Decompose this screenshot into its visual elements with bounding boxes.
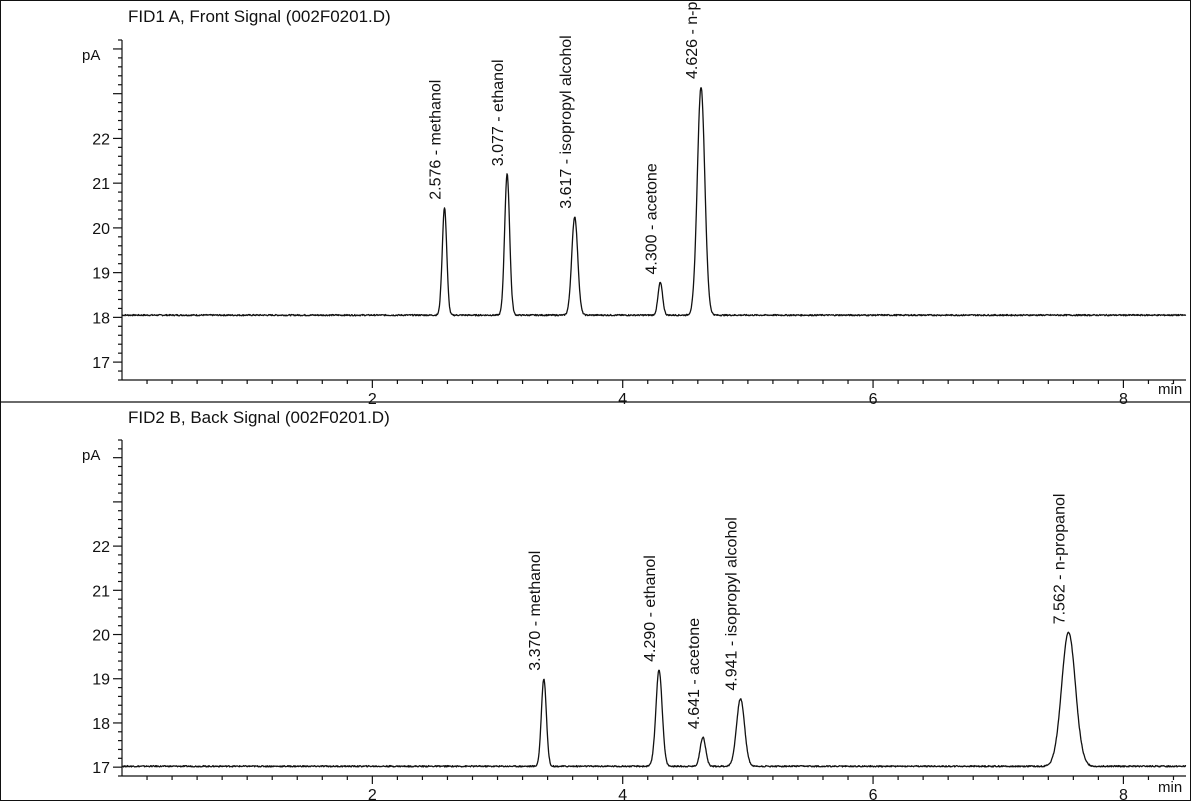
x-tick-label: 6 bbox=[869, 391, 878, 408]
back-signal-panel: FID2 B, Back Signal (002F0201.D) pA min … bbox=[82, 408, 1187, 801]
x-tick-label: 2 bbox=[368, 391, 377, 408]
y-tick-label: 17 bbox=[92, 760, 110, 777]
y-tick-label: 18 bbox=[92, 310, 110, 327]
x-tick-label: 8 bbox=[1119, 391, 1128, 408]
peak-label: 4.641 - acetone bbox=[686, 618, 703, 729]
peak-label: 7.562 - n-propanol bbox=[1052, 494, 1069, 625]
panel-title: FID1 A, Front Signal (002F0201.D) bbox=[128, 7, 391, 26]
y-tick-label: 22 bbox=[92, 539, 110, 556]
peak-label: 3.077 - ethanol bbox=[490, 59, 507, 166]
y-tick-label: 17 bbox=[92, 355, 110, 372]
y-tick-label: 22 bbox=[92, 131, 110, 148]
peak-label: 4.300 - acetone bbox=[643, 163, 660, 274]
panel-title: FID2 B, Back Signal (002F0201.D) bbox=[128, 408, 390, 427]
signal-trace bbox=[121, 87, 1187, 317]
front-signal-panel: FID1 A, Front Signal (002F0201.D) pA min… bbox=[82, 0, 1187, 408]
x-tick-label: 2 bbox=[368, 787, 377, 801]
peak-label: 3.617 - isopropyl alcohol bbox=[558, 35, 575, 208]
x-tick-label: 4 bbox=[618, 787, 627, 801]
peak-label: 4.626 - n-propanol bbox=[684, 0, 701, 79]
peak-label: 2.576 - methanol bbox=[427, 80, 444, 200]
y-tick-label: 19 bbox=[92, 266, 110, 283]
y-tick-label: 20 bbox=[92, 221, 110, 238]
x-unit-label: min bbox=[1158, 779, 1182, 796]
y-unit-label: pA bbox=[82, 47, 100, 64]
x-unit-label: min bbox=[1158, 381, 1182, 398]
y-unit-label: pA bbox=[82, 447, 100, 464]
peak-label: 3.370 - methanol bbox=[527, 551, 544, 671]
signal-trace bbox=[121, 631, 1187, 768]
y-tick-label: 21 bbox=[92, 176, 110, 193]
y-tick-label: 20 bbox=[92, 628, 110, 645]
y-tick-label: 19 bbox=[92, 672, 110, 689]
x-tick-label: 4 bbox=[618, 391, 627, 408]
peak-label: 4.941 - isopropyl alcohol bbox=[723, 517, 740, 690]
peak-label: 4.290 - ethanol bbox=[642, 555, 659, 662]
x-tick-label: 8 bbox=[1119, 787, 1128, 801]
x-tick-label: 6 bbox=[869, 787, 878, 801]
y-tick-label: 21 bbox=[92, 583, 110, 600]
y-tick-label: 18 bbox=[92, 716, 110, 733]
